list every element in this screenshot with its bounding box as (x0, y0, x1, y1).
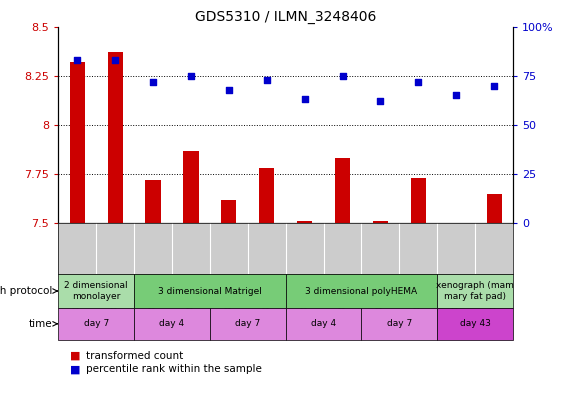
Bar (134, 274, 286, 308)
Bar (335, 158, 350, 223)
Point (262, 77, 271, 83)
Text: xenograph (mam
mary fat pad): xenograph (mam mary fat pad) (436, 281, 514, 301)
Bar (361, 308, 437, 340)
Bar (58, 308, 134, 340)
Point (375, 98, 385, 105)
Bar (259, 168, 275, 223)
Bar (134, 308, 210, 340)
Text: transformed count: transformed count (86, 351, 184, 361)
Point (338, 73, 347, 79)
Text: 3 dimensional polyHEMA: 3 dimensional polyHEMA (305, 286, 417, 296)
Bar (373, 221, 388, 223)
Bar (297, 221, 312, 223)
Text: day 7: day 7 (387, 320, 412, 328)
Title: GDS5310 / ILMN_3248406: GDS5310 / ILMN_3248406 (195, 10, 377, 24)
Bar (70, 62, 85, 223)
Bar (286, 274, 437, 308)
Bar (210, 308, 286, 340)
Text: day 4: day 4 (311, 320, 336, 328)
Text: day 4: day 4 (159, 320, 185, 328)
Text: ■: ■ (70, 351, 80, 361)
Text: day 43: day 43 (460, 320, 490, 328)
Text: growth protocol: growth protocol (0, 286, 52, 296)
Bar (410, 178, 426, 223)
Bar (486, 194, 501, 223)
Bar (58, 274, 134, 308)
Bar (286, 308, 361, 340)
Text: day 7: day 7 (235, 320, 261, 328)
Point (451, 92, 461, 99)
Point (187, 73, 196, 79)
Text: day 7: day 7 (83, 320, 109, 328)
Point (413, 79, 423, 85)
Bar (146, 180, 161, 223)
Point (489, 83, 498, 89)
Point (224, 86, 233, 93)
Bar (437, 274, 513, 308)
Bar (107, 52, 123, 223)
Point (300, 96, 309, 103)
Point (72, 57, 82, 63)
Text: ■: ■ (70, 364, 80, 375)
Bar (183, 151, 198, 223)
Point (110, 57, 120, 63)
Point (148, 79, 157, 85)
Text: 3 dimensional Matrigel: 3 dimensional Matrigel (158, 286, 262, 296)
Text: 2 dimensional
monolayer: 2 dimensional monolayer (64, 281, 128, 301)
Bar (437, 308, 513, 340)
Text: percentile rank within the sample: percentile rank within the sample (86, 364, 262, 375)
Text: time: time (29, 319, 52, 329)
Bar (221, 200, 237, 223)
